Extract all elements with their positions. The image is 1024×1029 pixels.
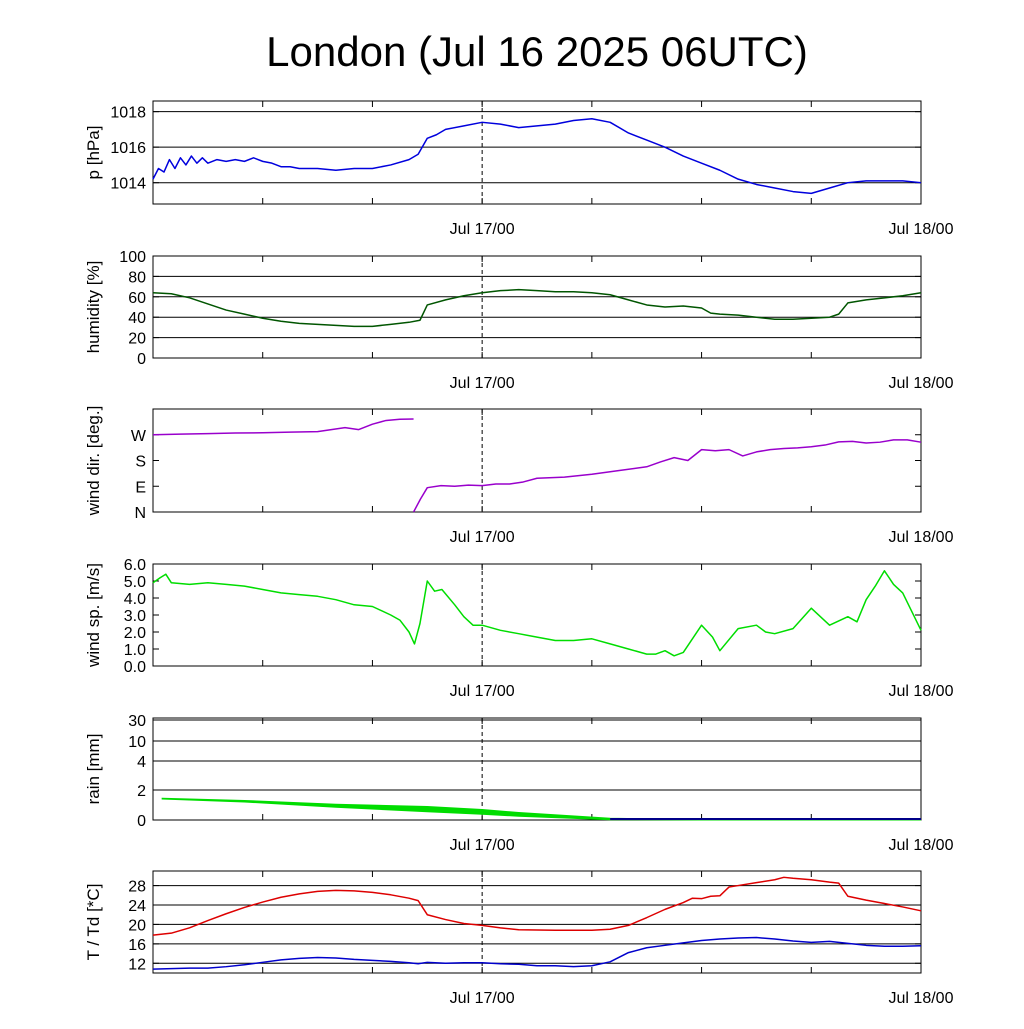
x-tick-label: Jul 17/00 [450, 990, 515, 1007]
y-tick-label: 0 [137, 351, 146, 368]
panel-rain: Jul 17/00 Jul 18/00 0 2 4 10 30 rain [mm] [84, 713, 954, 854]
y-tick-label: 3.0 [124, 608, 146, 625]
x-tick-label: Jul 17/00 [450, 221, 515, 238]
y-tick-label: 2.0 [124, 625, 146, 642]
x-tick-label: Jul 17/00 [450, 837, 515, 854]
panel-frame [152, 255, 922, 359]
x-tick-label: Jul 18/00 [889, 990, 954, 1007]
y-tick-label: 28 [128, 879, 146, 896]
y-tick-label: 10 [128, 734, 146, 751]
panel-frame [152, 870, 922, 974]
x-tick-label: Jul 17/00 [450, 529, 515, 546]
x-tick-label: Jul 17/00 [450, 683, 515, 700]
panel-wind_speed: Jul 17/00 Jul 18/00 0.01.02.03.04.05.06.0 w… [84, 557, 954, 700]
y-axis-label: humidity [%] [84, 261, 103, 354]
x-tick-label: Jul 18/00 [889, 375, 954, 392]
wind_dir-series [152, 418, 414, 436]
y-tick-label: 2 [137, 783, 146, 800]
chart-title: London (Jul 16 2025 06UTC) [266, 28, 808, 75]
x-tick-label: Jul 17/00 [450, 375, 515, 392]
y-tick-label: 1014 [110, 176, 146, 193]
wind_dir-series [412, 439, 922, 513]
wind_speed-series [152, 570, 922, 657]
y-tick-label: 20 [128, 917, 146, 934]
rain-series [161, 797, 922, 821]
panel-frame [152, 717, 922, 821]
y-tick-label: 40 [128, 310, 146, 327]
y-tick-label: 80 [128, 269, 146, 286]
y-tick-label: 20 [128, 331, 146, 348]
y-tick-label: N [134, 505, 146, 522]
y-axis-label: wind sp. [m/s] [84, 563, 103, 668]
y-tick-label: 4 [137, 754, 146, 771]
y-tick-label: 16 [128, 937, 146, 954]
y-axis-label: T / Td [*C] [84, 884, 103, 961]
y-tick-label: 0 [137, 813, 146, 830]
y-axis-label: wind dir. [deg.] [84, 406, 103, 517]
x-tick-label: Jul 18/00 [889, 683, 954, 700]
panel-pressure: Jul 17/00 Jul 18/00 1014 1016 1018 p [hPa] [84, 100, 954, 238]
dewpoint-series [152, 936, 922, 970]
x-tick-label: Jul 18/00 [889, 221, 954, 238]
y-tick-label: 0.0 [124, 659, 146, 676]
pressure-series [152, 118, 922, 195]
y-tick-label: 1018 [110, 105, 146, 122]
temperature-series [152, 876, 922, 936]
y-tick-label: 100 [119, 249, 146, 266]
y-tick-label: 30 [128, 713, 146, 730]
y-tick-label: 6.0 [124, 557, 146, 574]
y-tick-label: 24 [128, 898, 146, 915]
panel-frame [152, 100, 922, 205]
y-tick-label: 1.0 [124, 642, 146, 659]
y-tick-label: W [131, 428, 147, 445]
y-tick-label: 1016 [110, 140, 146, 157]
x-tick-label: Jul 18/00 [889, 529, 954, 546]
y-tick-label: 60 [128, 290, 146, 307]
panel-humidity: Jul 17/00 Jul 18/00 0 20 40 60 80 100 humidity [… [84, 249, 954, 392]
y-tick-label: 4.0 [124, 591, 146, 608]
y-axis-label: rain [mm] [84, 734, 103, 805]
y-axis-label: p [hPa] [84, 126, 103, 180]
humidity-series [152, 288, 922, 328]
x-tick-label: Jul 18/00 [889, 837, 954, 854]
panel-frame [152, 408, 922, 513]
y-tick-label: S [135, 454, 146, 471]
panel-temperature: Jul 17/00 Jul 18/00 12 16 20 24 28 T / Td [*C] [84, 870, 954, 1007]
y-tick-label: 5.0 [124, 574, 146, 591]
y-tick-label: 12 [128, 956, 146, 973]
y-tick-label: E [135, 479, 146, 496]
